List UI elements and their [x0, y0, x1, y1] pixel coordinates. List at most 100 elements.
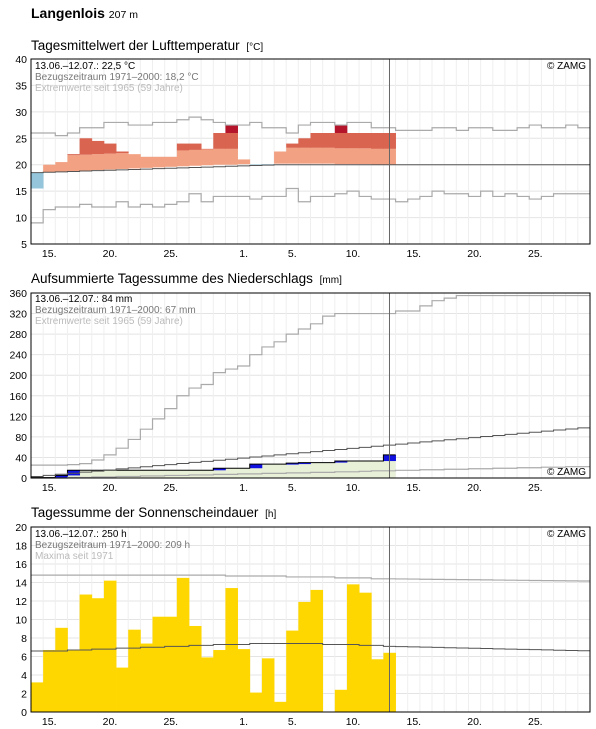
prec-ytick-label: 40 — [15, 452, 27, 464]
sun-ytick-label: 2 — [21, 689, 27, 701]
temp-extreme-min-line — [31, 187, 590, 224]
location-header: Langenlois 207 m — [31, 5, 138, 21]
sun-xtick-label: 10. — [346, 716, 361, 728]
temp-bar-mild — [103, 153, 117, 170]
temp-xtick-label: 20. — [103, 248, 118, 260]
sunshine-info: 13.06.–12.07.: 250 h Bezugszeitraum 1971… — [35, 529, 586, 562]
temp-ytick-label: 15 — [15, 186, 27, 198]
precipitation-chart: 0 40 80 120 160 200 240 280 320 360 15. 20. 25. 1. 5. 1… — [9, 288, 591, 494]
sunshine-info-period: 13.06.–12.07.: 250 h — [35, 529, 127, 540]
sun-xtick-label: 25. — [528, 716, 543, 728]
temp-bar-mild — [164, 156, 178, 167]
sun-xtick-label: 1. — [239, 716, 248, 728]
temp-bar-warm — [298, 138, 311, 148]
prec-ytick-label: 280 — [9, 329, 27, 341]
temp-bar-mild — [213, 148, 226, 165]
temp-xtick-label: 1. — [239, 248, 248, 260]
sun-bar — [164, 616, 178, 712]
sun-bar — [79, 594, 93, 712]
temp-bar-mild — [55, 162, 68, 172]
temp-xtick-label: 15. — [406, 248, 421, 260]
prec-ytick-label: 120 — [9, 411, 27, 423]
temp-extreme-max-line — [31, 116, 590, 137]
prec-extreme-min-line — [31, 466, 590, 479]
prec-ytick-label: 360 — [9, 288, 27, 300]
temp-bar-mild — [67, 155, 81, 172]
sun-ytick-label: 8 — [21, 633, 27, 645]
sun-bar — [176, 577, 190, 712]
temp-bar-warm — [116, 151, 129, 154]
temp-ytick-label: 40 — [15, 54, 27, 66]
sun-bar — [201, 657, 214, 712]
temp-bar-mild — [334, 148, 348, 165]
temperature-chart: 5 10 15 20 25 30 35 40 15. 20. 25. 1. 5. 10. 15. 20. 25. — [15, 54, 591, 260]
temp-bar-mild — [225, 148, 238, 165]
sun-bar — [334, 689, 348, 712]
temp-bar-mild — [274, 151, 287, 164]
temp-bar-mild — [359, 148, 372, 165]
temp-normal-line — [31, 164, 590, 174]
prec-xtick-label: 15. — [42, 482, 57, 494]
sun-maxima-line — [31, 574, 590, 582]
temp-xtick-label: 25. — [528, 248, 543, 260]
precipitation-info-period: 13.06.–12.07.: 84 mm — [35, 294, 132, 305]
sun-xtick-label: 5. — [288, 716, 297, 728]
temperature-title: Tagesmittelwert der Lufttemperatur [°C] — [31, 38, 263, 53]
temp-frame — [30, 58, 591, 245]
temp-bar-warm — [67, 154, 81, 156]
temp-bar-mild — [310, 147, 324, 164]
temp-ytick-label: 35 — [15, 80, 27, 92]
temp-bar-mild — [91, 154, 105, 170]
temp-bar-mild — [346, 148, 360, 165]
prec-extreme-max-line — [31, 294, 590, 466]
temp-bar-warm — [201, 148, 214, 150]
prec-frame — [30, 292, 591, 479]
precipitation-info: 13.06.–12.07.: 84 mm Bezugszeitraum 1971… — [35, 294, 586, 478]
temp-bar-mild — [237, 159, 251, 165]
temp-bar-warm — [359, 133, 372, 149]
sunshine-chart: 0 2 4 6 8 10 12 14 16 18 20 15. 20. 25. 1. 5. 10. 15. 20. 2… — [15, 522, 591, 728]
sunshine-copyright: © ZAMG — [547, 529, 586, 540]
precipitation-info-extremes: Extremwerte seit 1965 (59 Jahre) — [35, 316, 183, 327]
temp-bar-warm — [225, 133, 238, 149]
prec-xtick-label: 1. — [239, 482, 248, 494]
sun-bar — [249, 692, 263, 712]
sun-bar — [237, 649, 251, 712]
temp-bar-warm — [334, 133, 348, 149]
temp-bar-hot — [334, 125, 348, 133]
temp-bar-mild — [298, 147, 311, 164]
prec-bar — [55, 475, 68, 478]
temp-bar-mild — [286, 147, 299, 164]
prec-cum-area — [31, 454, 396, 478]
prec-xtick-label: 25. — [528, 482, 543, 494]
temp-bar-warm — [213, 133, 226, 149]
temp-ytick-label: 20 — [15, 160, 27, 172]
temp-bar-warm — [188, 143, 202, 150]
temp-bar-warm — [176, 143, 190, 151]
sun-bar — [31, 682, 44, 712]
sun-ytick-label: 4 — [21, 670, 27, 682]
prec-ytick-label: 80 — [15, 432, 27, 444]
sun-bar — [298, 601, 311, 712]
temp-bar-warm — [79, 138, 93, 155]
prec-ytick-label: 0 — [21, 473, 27, 485]
temp-bar-cold — [249, 164, 263, 165]
temp-bar-hot — [225, 125, 238, 133]
temp-bar-warm — [346, 133, 360, 149]
sun-ytick-label: 20 — [15, 522, 27, 534]
temp-bar-warm — [103, 143, 117, 154]
prec-bar — [298, 462, 311, 465]
sun-ytick-label: 10 — [15, 615, 27, 627]
temp-xtick-label: 25. — [163, 248, 178, 260]
prec-xtick-label: 15. — [406, 482, 421, 494]
prec-xtick-label: 20. — [467, 482, 482, 494]
prec-bar — [213, 468, 226, 471]
sunshine-info-maxima: Maxima seit 1971 — [35, 551, 114, 562]
sun-bar — [286, 630, 299, 712]
temp-bar-mild — [371, 148, 384, 165]
precipitation-copyright: © ZAMG — [547, 467, 586, 478]
temp-bar-mild — [43, 164, 56, 173]
temp-xtick-label: 20. — [467, 248, 482, 260]
prec-xtick-label: 5. — [288, 482, 297, 494]
